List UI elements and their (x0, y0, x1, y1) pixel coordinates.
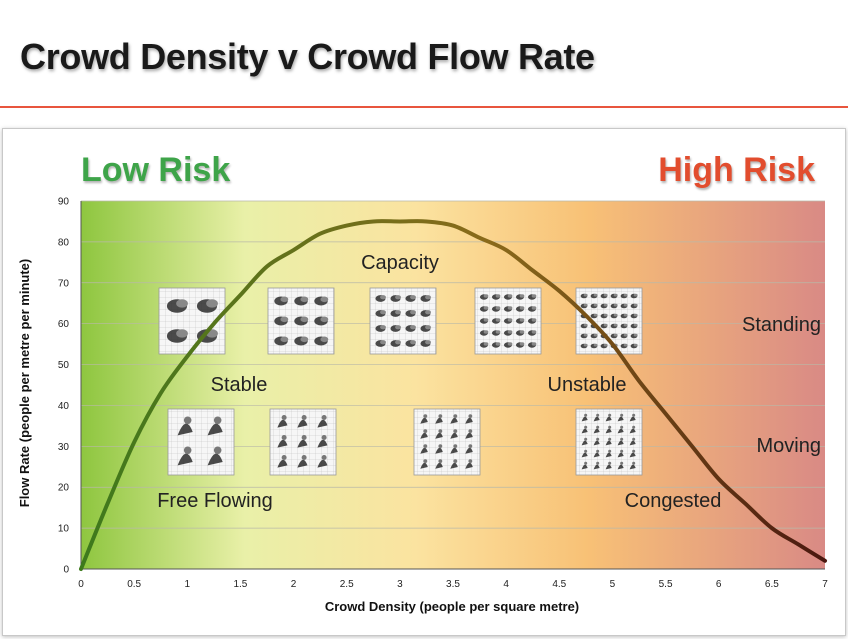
y-tick-label: 70 (58, 278, 70, 289)
standing-label: Standing (742, 314, 821, 336)
crowd-illustration-tile (369, 287, 437, 355)
crowd-illustration-tile (575, 408, 643, 476)
moving-label: Moving (757, 435, 821, 457)
y-tick-label: 80 (58, 237, 70, 248)
x-tick-label: 5 (610, 579, 616, 590)
crowd-illustration-tile (474, 287, 542, 355)
x-tick-label: 7 (822, 579, 828, 590)
x-tick-label: 4.5 (552, 579, 566, 590)
y-axis-label: Flow Rate (people per metre per minute) (17, 259, 32, 508)
free-flowing-label: Free Flowing (157, 490, 273, 512)
risk-gradient-background (81, 201, 825, 569)
flow-curve-line (79, 219, 827, 571)
x-tick-label: 0 (78, 579, 84, 590)
y-tick-label: 60 (58, 319, 70, 330)
x-tick-label: 5.5 (659, 579, 673, 590)
y-tick-label: 50 (58, 360, 70, 371)
crowd-illustration-tile (269, 408, 337, 476)
crowd-illustrations (158, 287, 643, 476)
crowd-illustration-tile (158, 287, 226, 355)
x-tick-label: 0.5 (127, 579, 141, 590)
y-tick-label: 0 (63, 565, 69, 576)
y-tick-label: 90 (58, 197, 70, 208)
x-axis-label: Crowd Density (people per square metre) (325, 599, 579, 614)
chart-frame: 0 10 20 30 40 50 60 70 80 90 0 0.5 1 1.5 2 2.5 3 3.5 4 4.5… (2, 128, 846, 636)
x-tick-label: 6 (716, 579, 722, 590)
unstable-label: Unstable (548, 374, 627, 396)
crowd-illustration-tile (413, 408, 481, 476)
y-tick-label: 10 (58, 524, 70, 535)
x-tick-label: 3 (397, 579, 403, 590)
low-risk-label: Low Risk (81, 151, 230, 189)
y-tick-label: 30 (58, 442, 70, 453)
high-risk-label: High Risk (658, 151, 815, 189)
congested-label: Congested (625, 490, 722, 512)
x-tick-labels: 0 0.5 1 1.5 2 2.5 3 3.5 4 4.5 5 5.5 6 6.5 7 (78, 579, 828, 590)
y-tick-label: 40 (58, 401, 70, 412)
x-tick-label: 2 (291, 579, 297, 590)
y-tick-labels: 0 10 20 30 40 50 60 70 80 90 (58, 197, 70, 576)
flow-density-chart: 0 10 20 30 40 50 60 70 80 90 0 0.5 1 1.5 2 2.5 3 3.5 4 4.5… (17, 151, 828, 614)
crowd-illustration-tile (267, 287, 335, 355)
x-tick-label: 4 (503, 579, 509, 590)
capacity-label: Capacity (361, 252, 439, 274)
title-divider (0, 106, 848, 108)
axis-lines (80, 201, 825, 570)
x-tick-label: 1.5 (233, 579, 247, 590)
x-tick-label: 2.5 (340, 579, 354, 590)
x-tick-label: 3.5 (446, 579, 460, 590)
crowd-illustration-tile (575, 287, 643, 355)
y-tick-label: 20 (58, 483, 70, 494)
x-tick-label: 1 (185, 579, 191, 590)
crowd-illustration-tile (167, 408, 235, 476)
slide-title: Crowd Density v Crowd Flow Rate (20, 36, 595, 77)
stable-label: Stable (211, 374, 268, 396)
x-tick-label: 6.5 (765, 579, 779, 590)
